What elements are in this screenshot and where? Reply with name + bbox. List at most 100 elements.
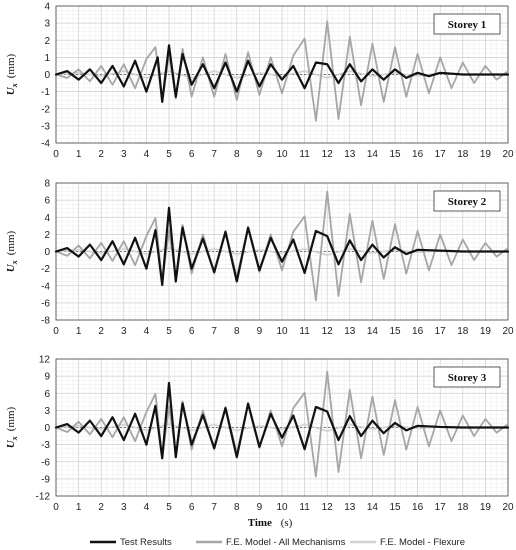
x-tick-label: 18: [457, 502, 469, 513]
x-axis-label-unit: (s): [281, 517, 293, 529]
x-tick-label: 13: [344, 326, 356, 337]
panel-title-box: [433, 366, 501, 388]
x-tick-label: 10: [276, 149, 288, 160]
x-tick-label: 17: [435, 326, 447, 337]
x-tick-label: 1: [76, 502, 82, 513]
x-tick-label: 16: [412, 149, 424, 160]
y-axis-label: Ux (mm): [5, 53, 19, 95]
x-tick-label: 9: [257, 149, 263, 160]
x-tick-label: 16: [412, 502, 424, 513]
panel-title-box: [433, 13, 501, 35]
x-tick-label: 14: [367, 326, 379, 337]
x-tick-label: 20: [502, 502, 514, 513]
x-tick-label: 4: [144, 502, 150, 513]
y-tick-label: 8: [44, 179, 50, 190]
y-tick-label: 6: [44, 389, 50, 400]
y-axis-label-symbol: U: [5, 439, 17, 448]
y-axis-label-subscript: x: [10, 260, 19, 265]
y-axis-label-unit: (mm): [5, 230, 17, 255]
storey-2-chart: 0 1 2 3 4 5 6 7 8 9 10 11 12 13 14 15 16 17 18 19 2086420-2-…: [5, 179, 514, 338]
x-tick-label: 8: [234, 502, 240, 513]
series-line-f-e-model-all-mechanisms: [55, 370, 509, 478]
y-tick-label: 0: [44, 247, 50, 258]
y-tick-label: -3: [41, 440, 50, 451]
x-tick-label: 17: [435, 502, 447, 513]
panel-title: Storey 3: [448, 372, 487, 384]
y-tick-label: -12: [36, 492, 51, 503]
x-tick-label: 7: [211, 502, 217, 513]
y-tick-label: -6: [41, 298, 50, 309]
y-axis-label-unit: (mm): [5, 406, 17, 431]
x-tick-label: 20: [502, 149, 514, 160]
x-tick-label: 10: [276, 326, 288, 337]
series-line-test-results: [54, 381, 510, 460]
series-line-test-results: [54, 44, 510, 103]
x-tick-label: 14: [367, 149, 379, 160]
y-tick-label: -9: [41, 474, 50, 485]
x-tick-label: 13: [344, 502, 356, 513]
legend: Test Results F.E. Model - All Mechanisms…: [90, 537, 465, 548]
series-line-f-e-model-all-mechanisms: [55, 20, 509, 122]
storey-1-chart: 0 1 2 3 4 5 6 7 8 9 10 11 12 13 14 15 16 17 18 19 2043210-1-…: [5, 2, 514, 161]
x-tick-label: 19: [480, 502, 492, 513]
x-tick-label: 12: [322, 502, 334, 513]
x-tick-label: 3: [121, 149, 127, 160]
x-tick-label: 1: [76, 326, 82, 337]
y-tick-label: 4: [44, 2, 50, 13]
x-tick-label: 7: [211, 326, 217, 337]
x-tick-label: 8: [234, 326, 240, 337]
legend-label-test-results: Test Results: [120, 537, 172, 548]
y-tick-label: -2: [41, 264, 50, 275]
x-tick-label: 5: [166, 502, 172, 513]
x-tick-label: 18: [457, 326, 469, 337]
x-tick-label: 0: [53, 149, 59, 160]
y-tick-label: 1: [44, 53, 50, 64]
legend-label-all-mechanisms: F.E. Model - All Mechanisms: [226, 537, 346, 548]
x-tick-label: 11: [299, 149, 310, 160]
y-tick-label: 4: [44, 213, 50, 224]
x-axis-label-title: Time: [248, 517, 272, 529]
x-tick-label: 15: [389, 502, 401, 513]
y-tick-label: 2: [44, 36, 50, 47]
x-tick-label: 8: [234, 149, 240, 160]
x-tick-label: 6: [189, 326, 195, 337]
x-tick-label: 9: [257, 326, 263, 337]
x-tick-label: 17: [435, 149, 447, 160]
y-axis-label-subscript: x: [10, 436, 19, 441]
x-tick-label: 1: [76, 149, 82, 160]
y-tick-label: -3: [41, 121, 50, 132]
storey-3-chart: 0 1 2 3 4 5 6 7 8 9 10 11 12 13 14 15 16 17 18 19 20129630-3…: [5, 355, 514, 514]
x-tick-label: 19: [480, 149, 492, 160]
x-tick-label: 20: [502, 326, 514, 337]
series-line-f-e-model-all-mechanisms: [55, 190, 509, 302]
x-axis-label: Time (s): [248, 517, 293, 529]
y-tick-label: 0: [44, 70, 50, 81]
x-tick-label: 18: [457, 149, 469, 160]
y-tick-label: -4: [41, 139, 50, 150]
x-tick-label: 11: [299, 326, 310, 337]
x-tick-label: 5: [166, 326, 172, 337]
x-tick-label: 2: [98, 149, 104, 160]
x-tick-label: 15: [389, 326, 401, 337]
y-tick-label: -4: [41, 281, 50, 292]
x-tick-label: 9: [257, 502, 263, 513]
x-tick-label: 3: [121, 326, 127, 337]
x-tick-label: 19: [480, 326, 492, 337]
y-axis-label-subscript: x: [10, 83, 19, 88]
y-tick-label: -2: [41, 104, 50, 115]
y-tick-label: 9: [44, 372, 50, 383]
x-tick-label: 12: [322, 326, 334, 337]
series-line-test-results: [54, 206, 510, 286]
y-tick-label: 12: [39, 355, 51, 366]
y-tick-label: 3: [44, 406, 50, 417]
x-tick-label: 11: [299, 502, 310, 513]
y-axis-label-symbol: U: [5, 263, 17, 272]
y-axis-label: Ux (mm): [5, 406, 19, 448]
y-tick-label: 6: [44, 196, 50, 207]
x-tick-label: 4: [144, 149, 150, 160]
panel-title: Storey 1: [448, 19, 487, 31]
x-tick-label: 2: [98, 502, 104, 513]
x-tick-label: 12: [322, 149, 334, 160]
y-tick-label: 2: [44, 230, 50, 241]
